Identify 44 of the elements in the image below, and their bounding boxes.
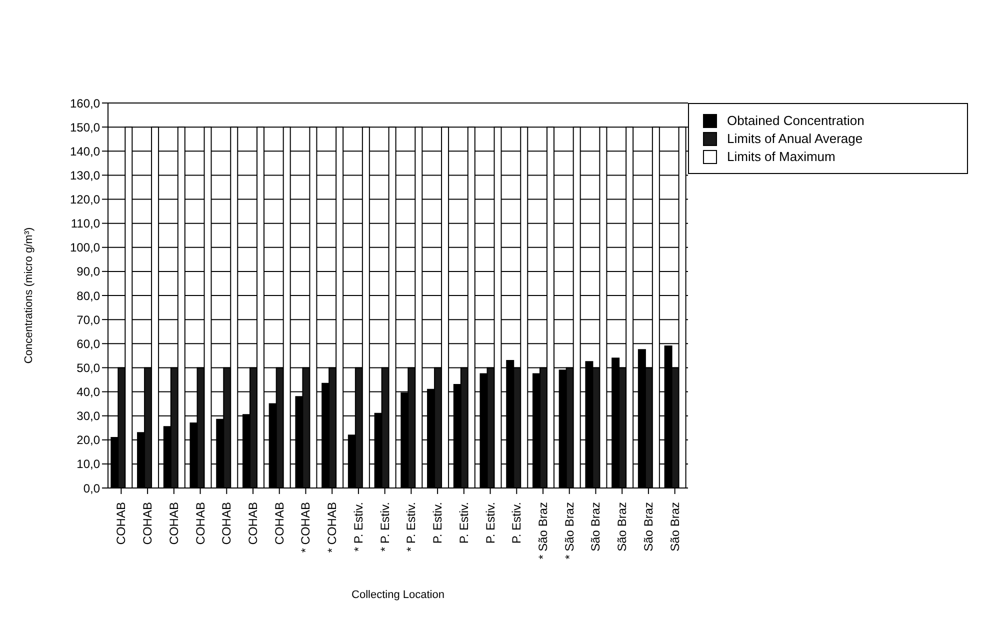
y-tick-label: 40,0 <box>76 385 100 400</box>
y-tick-label: 160,0 <box>70 96 100 110</box>
x-tick-label: * P. Estiv. <box>404 502 418 552</box>
legend-label: Limits of Anual Average <box>727 131 863 146</box>
x-tick-label: * COHAB <box>298 502 313 553</box>
x-tick-label: P. Estiv. <box>430 502 445 544</box>
y-axis-title: Concentrations (micro g/m³) <box>22 227 35 364</box>
y-tick-label: 150,0 <box>70 120 100 134</box>
x-tick-label: São Braz <box>615 502 630 552</box>
y-tick-label: 120,0 <box>70 192 100 207</box>
x-tick-label: São Braz <box>641 502 656 552</box>
y-tick-label: 140,0 <box>70 144 100 158</box>
y-tick-label: 60,0 <box>76 336 100 351</box>
x-tick-label: COHAB <box>140 502 155 545</box>
x-tick-label: * COHAB <box>325 502 340 553</box>
y-tick-label: 130,0 <box>70 168 100 182</box>
x-axis-title: Collecting Location <box>352 589 444 601</box>
x-tick-label: * P. Estiv. <box>378 502 392 552</box>
x-tick-label: * São Braz <box>562 502 576 560</box>
x-tick-label: COHAB <box>246 502 260 545</box>
legend-label: Obtained Concentration <box>727 113 864 128</box>
legend-label: Limits of Maximum <box>727 149 836 164</box>
x-tick-label: P. Estiv. <box>456 502 471 544</box>
x-tick-label: P. Estiv. <box>483 502 498 544</box>
x-tick-label: COHAB <box>220 502 234 545</box>
y-tick-label: 10,0 <box>76 457 100 472</box>
y-tick-label: 100,0 <box>70 240 100 255</box>
x-tick-label: P. Estiv. <box>510 502 524 544</box>
x-tick-label: * São Braz <box>536 502 550 560</box>
y-tick-label: 90,0 <box>76 264 100 279</box>
y-tick-label: 30,0 <box>76 409 100 424</box>
x-tick-label: COHAB <box>166 502 181 545</box>
x-tick-label: São Braz <box>668 502 682 552</box>
x-tick-label: * P. Estiv. <box>351 502 366 552</box>
y-tick-label: 80,0 <box>76 288 100 303</box>
y-tick-label: 50,0 <box>76 360 100 375</box>
y-tick-label: 110,0 <box>70 216 100 231</box>
y-tick-label: 70,0 <box>76 312 100 327</box>
y-tick-label: 0,0 <box>83 481 100 496</box>
x-tick-label: COHAB <box>272 502 286 545</box>
y-tick-label: 20,0 <box>76 433 100 448</box>
x-tick-label: São Braz <box>588 502 603 552</box>
x-tick-label: COHAB <box>193 502 208 545</box>
x-tick-label: COHAB <box>114 502 128 545</box>
